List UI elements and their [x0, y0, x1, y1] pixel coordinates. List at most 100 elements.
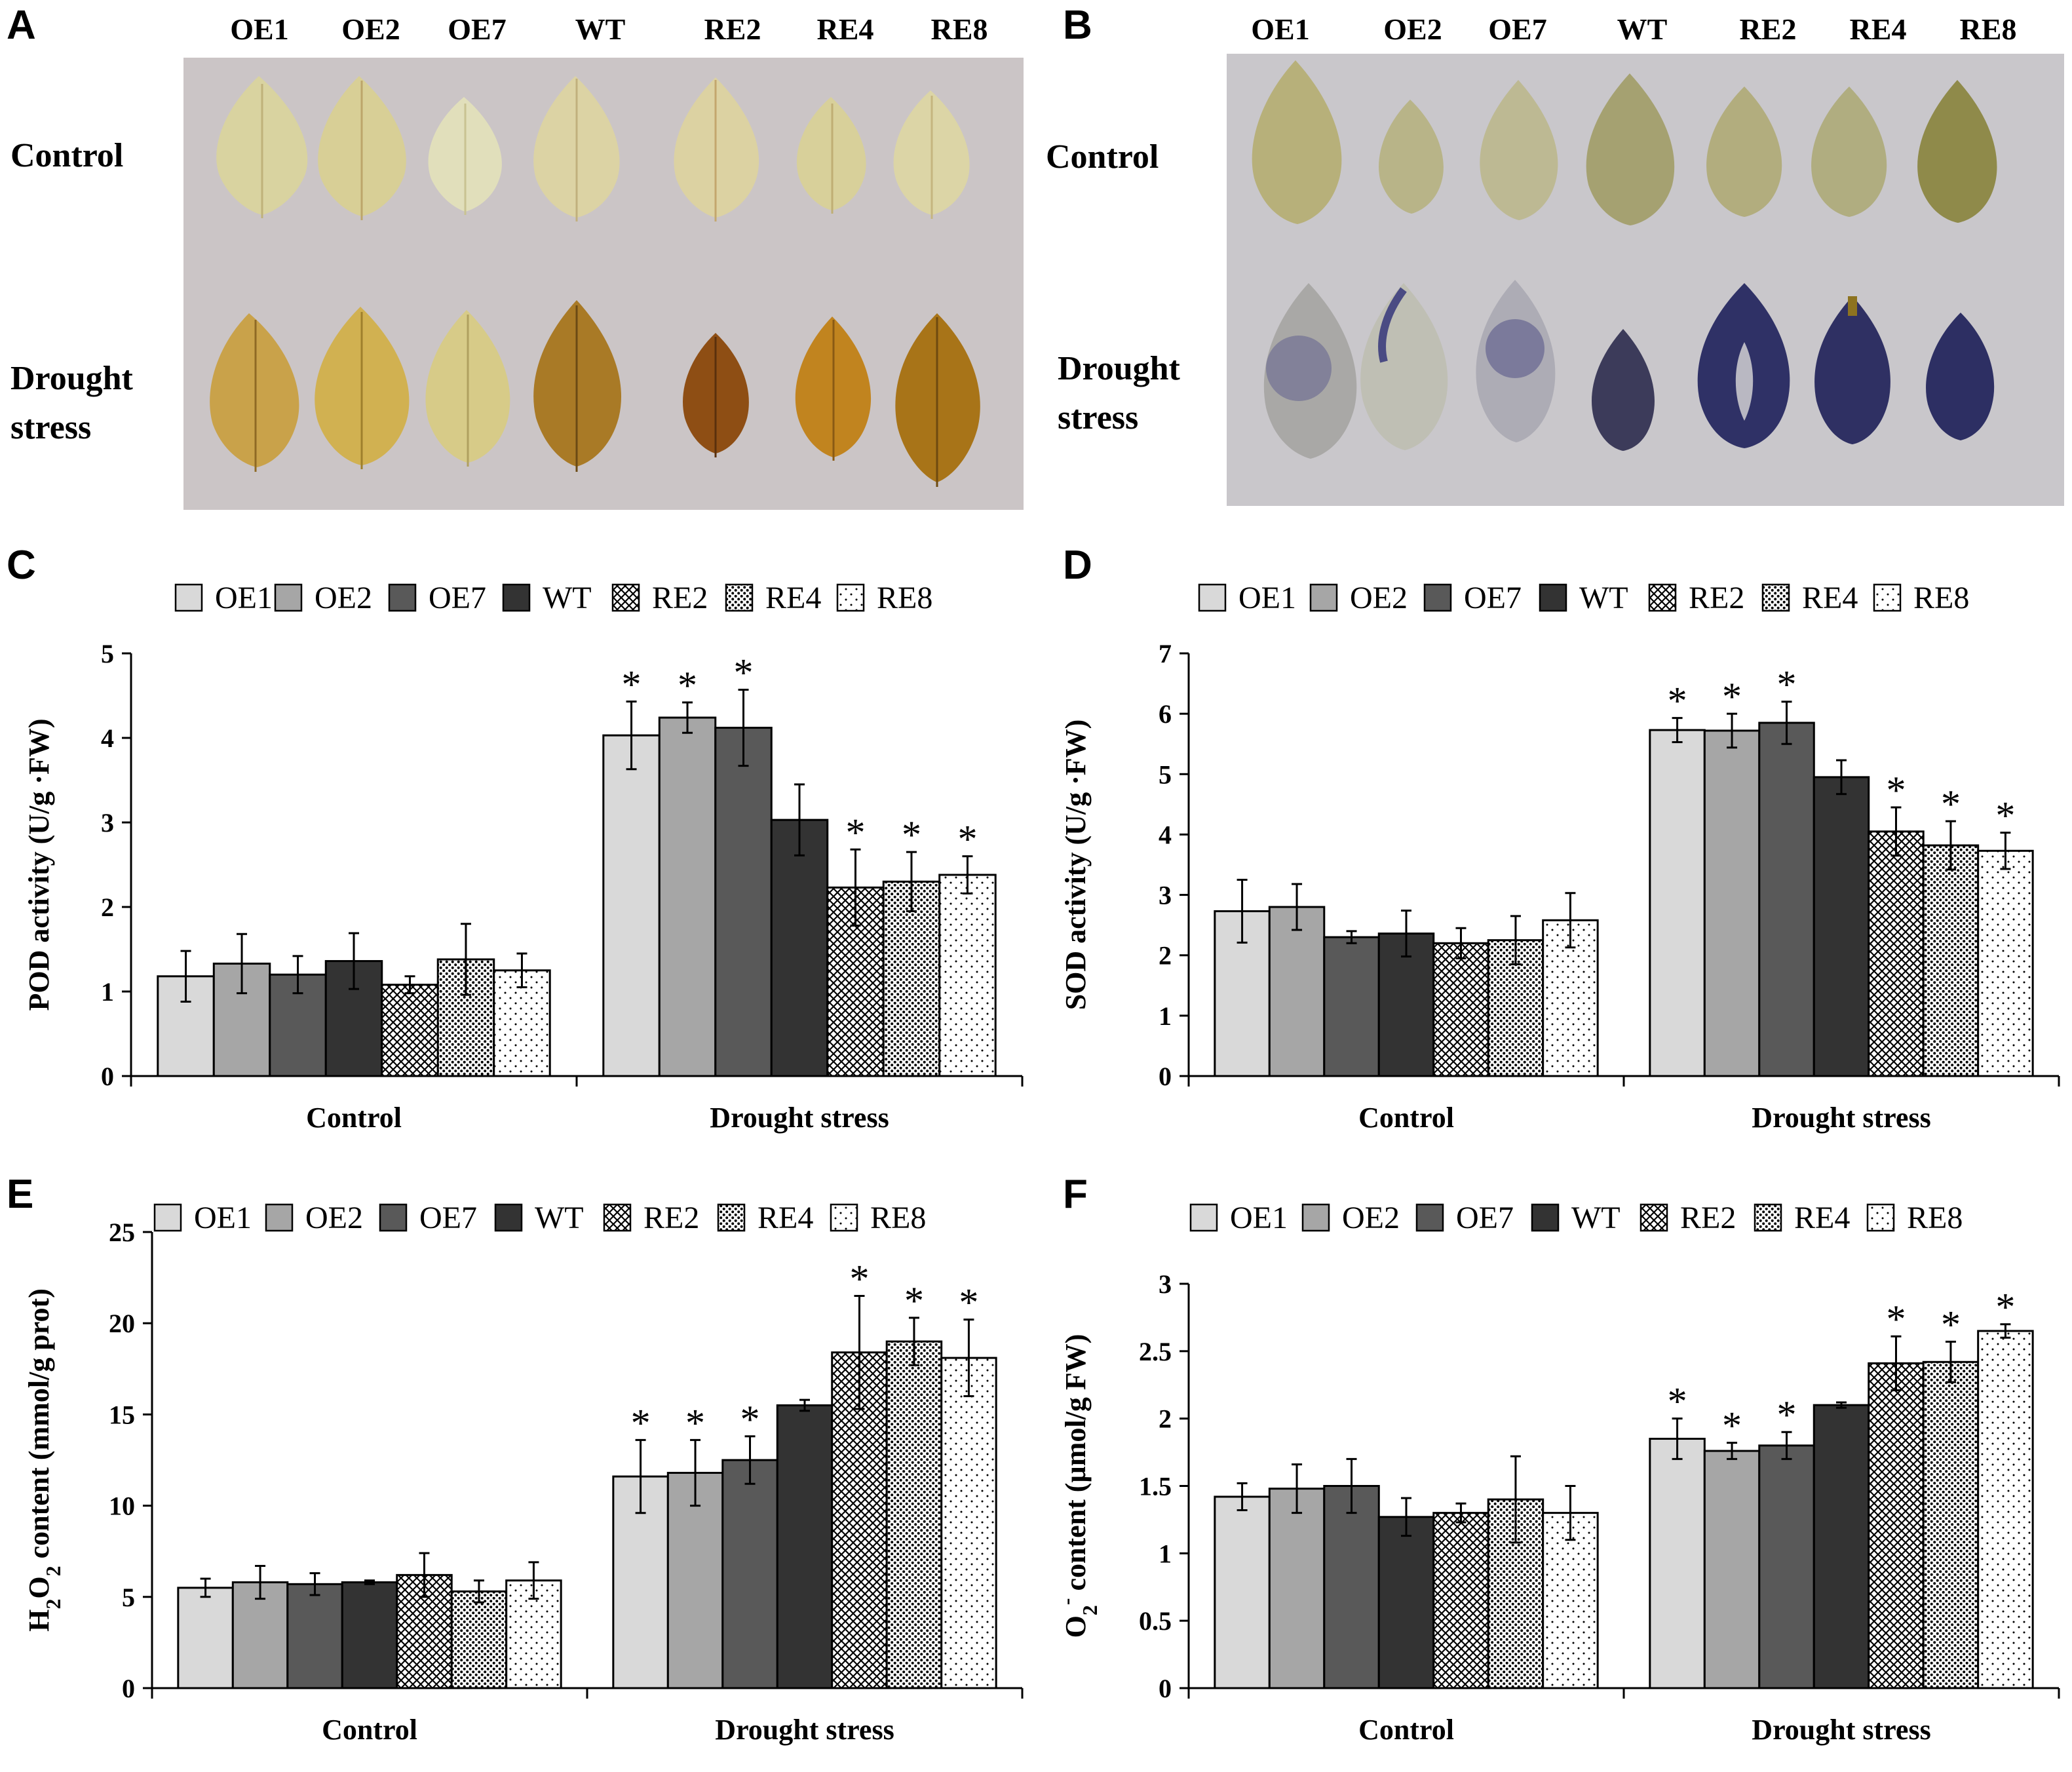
leaf-drought-wt: [533, 300, 622, 472]
leaf-drought-wt: [1592, 329, 1655, 451]
bar-re2-1: [1868, 830, 1925, 1077]
y-tick-label: 0: [101, 1062, 114, 1091]
photo-panel-b: [1227, 54, 2064, 506]
legend: OE1 OE2 OE7 WT RE2 RE4 RE8: [1198, 581, 1969, 615]
bar-re8-0: [1542, 1512, 1599, 1689]
y-tick-label: 4: [1159, 820, 1172, 849]
error-bar-oe2-0: [255, 1564, 266, 1600]
legend-label-re2: RE2: [643, 1201, 699, 1235]
leaf-drought-oe1: [1263, 283, 1357, 459]
leaf-drought-re2: [1697, 283, 1790, 448]
legend-swatch-oe1: [1189, 1203, 1218, 1232]
chart-pod-activity: OE1 OE2 OE7 WT RE2 RE4 RE8 0 1 2 3 4 5 Control Drought…: [23, 581, 1024, 1134]
y-tick-label: 5: [122, 1583, 135, 1612]
bar-oe1-1: [1649, 729, 1706, 1077]
legend-swatch-re4: [1754, 1203, 1782, 1232]
group-label-0: Control: [322, 1714, 417, 1746]
legend-label-oe1: OE1: [215, 581, 273, 615]
significance-star-oe1: *: [622, 663, 642, 706]
leaf-control-re8: [1917, 80, 1997, 223]
photo-b-genotype-wt: WT: [1617, 12, 1668, 46]
photo-a-genotype-re2: RE2: [704, 12, 761, 46]
y-tick-label: 1: [101, 977, 114, 1007]
error-bar-re2-0: [1455, 927, 1467, 959]
legend-swatch-re8: [1866, 1203, 1895, 1232]
panel-label-c: C: [7, 543, 36, 588]
legend-label-wt: WT: [535, 1201, 584, 1235]
legend-label-oe7: OE7: [429, 581, 486, 615]
leaf-control-oe7: [1480, 80, 1558, 220]
error-bar-oe1-1: [1672, 1417, 1683, 1460]
significance-star-re4: *: [1941, 1303, 1961, 1346]
error-bar-wt-0: [364, 1579, 375, 1585]
legend-label-oe1: OE1: [1230, 1201, 1288, 1235]
error-bar-oe1-1: [1672, 717, 1683, 743]
error-bar-re2-0: [404, 975, 415, 995]
bar-oe7-1: [714, 727, 773, 1077]
bar-oe7-0: [1323, 936, 1380, 1077]
legend-label-re4: RE4: [765, 581, 821, 615]
error-bar-oe7-0: [1346, 930, 1357, 944]
error-bar-oe7-0: [309, 1572, 320, 1596]
legend-swatch-oe2: [265, 1203, 294, 1232]
error-bar-re4-1: [908, 1317, 919, 1366]
leaf-drought-re4: [795, 317, 872, 461]
leaf-drought-re8: [1926, 313, 1995, 440]
photo-b-row-control: Control: [1046, 138, 1159, 176]
error-bar-oe2-1: [1727, 712, 1738, 749]
significance-star-oe2: *: [1722, 1404, 1742, 1448]
bar-re2-0: [1432, 1512, 1489, 1689]
significance-star-oe2: *: [1722, 675, 1742, 718]
significance-star-re2: *: [845, 811, 865, 854]
bar-re4-1: [1922, 1360, 1980, 1689]
legend-swatch-wt: [502, 583, 531, 612]
photo-b-genotype-re2: RE2: [1739, 12, 1797, 46]
legend-swatch-re2: [1648, 583, 1677, 612]
bar-re8-1: [1977, 1330, 2034, 1689]
legend-label-oe7: OE7: [1456, 1201, 1514, 1235]
legend-swatch-wt: [1531, 1203, 1560, 1232]
leaf-control-re4: [796, 97, 866, 214]
legend-swatch-oe2: [1309, 583, 1338, 612]
significance-star-oe2: *: [685, 1401, 705, 1444]
bar-oe7-0: [1323, 1485, 1380, 1689]
leaf-control-oe7: [428, 97, 502, 215]
bar-wt-1: [776, 1404, 834, 1689]
significance-star-re8: *: [959, 1281, 978, 1324]
bar-re2-0: [381, 984, 439, 1077]
legend-label-wt: WT: [543, 581, 592, 615]
photo-a-genotype-re8: RE8: [930, 12, 988, 46]
error-bar-oe1-0: [180, 950, 191, 1003]
significance-star-oe7: *: [1777, 1393, 1797, 1436]
panel-label-f: F: [1063, 1172, 1088, 1217]
error-bar-wt-1: [794, 783, 805, 857]
panel-label-a: A: [7, 3, 36, 48]
leaf-control-wt: [533, 76, 620, 222]
bar-wt-1: [770, 819, 829, 1077]
error-bar-oe2-0: [1292, 883, 1303, 931]
legend-label-re2: RE2: [1680, 1201, 1736, 1235]
y-tick-label: 20: [109, 1309, 135, 1338]
leaf-control-oe2: [318, 76, 406, 220]
significance-star-oe7: *: [734, 651, 754, 694]
legend-swatch-wt: [494, 1203, 523, 1232]
photo-a-genotype-re4: RE4: [816, 12, 874, 46]
bar-re8-1: [938, 874, 997, 1077]
legend-label-oe2: OE2: [1350, 581, 1408, 615]
photo-a-row-drought-2: stress: [10, 409, 92, 446]
group-label-1: Drought stress: [1752, 1714, 1930, 1746]
y-tick-label: 2: [1159, 941, 1172, 971]
bar-oe2-0: [1268, 1488, 1326, 1689]
leaf-control-oe1: [216, 76, 308, 218]
error-bar-re2-1: [1890, 1335, 1902, 1391]
legend-swatch-re2: [1640, 1203, 1668, 1232]
significance-star-re4: *: [904, 1279, 924, 1322]
y-tick-label: 0: [1159, 1674, 1172, 1703]
y-tick-label: 0: [122, 1674, 135, 1703]
error-bar-re2-0: [1455, 1502, 1467, 1524]
error-bar-wt-1: [1836, 1401, 1847, 1409]
error-bar-wt-1: [799, 1398, 810, 1412]
error-bar-re2-1: [1890, 806, 1902, 857]
photo-b-genotype-re8: RE8: [1959, 12, 2017, 46]
chart-o2-content: OE1 OE2 OE7 WT RE2 RE4 RE8 0 0.5 1 1.5 2 2.5 3 Control…: [1054, 1201, 2060, 1746]
